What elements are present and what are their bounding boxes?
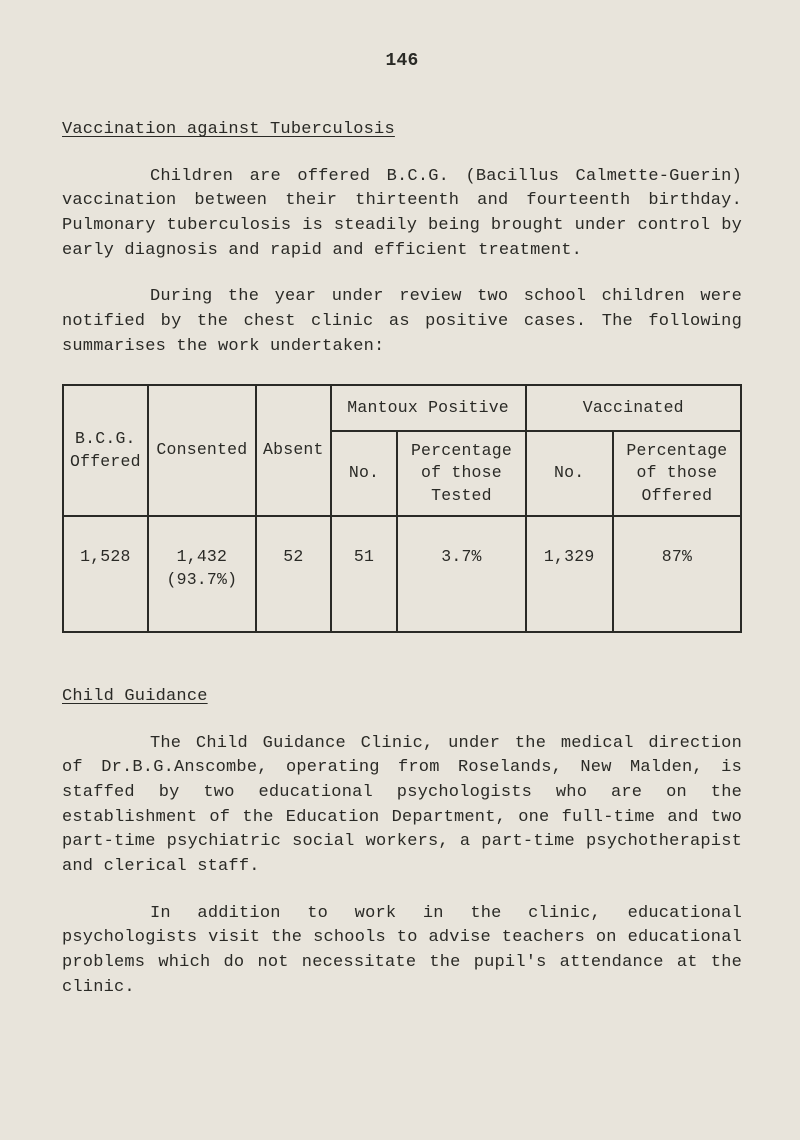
col-consented: Consented (148, 385, 256, 516)
col-vacc-no: No. (526, 431, 613, 516)
col-group-vaccinated: Vaccinated (526, 385, 741, 431)
col-group-mantoux: Mantoux Positive (331, 385, 526, 431)
cell-vacc-no: 1,329 (526, 516, 613, 632)
summary-table: B.C.G. Offered Consented Absent Mantoux … (62, 384, 742, 633)
cell-consented-pct: (93.7%) (167, 570, 238, 589)
child-guidance-para-1: The Child Guidance Clinic, under the med… (62, 732, 742, 880)
cell-consented: 1,432 (93.7%) (148, 516, 256, 632)
cell-mantoux-no: 51 (331, 516, 398, 632)
col-vacc-pct: Percentage of those Offered (613, 431, 741, 516)
cell-vacc-pct: 87% (613, 516, 741, 632)
page-number: 146 (62, 48, 742, 74)
section-title-child-guidance: Child Guidance (62, 685, 742, 710)
col-mantoux-pct: Percentage of those Tested (397, 431, 525, 516)
cell-mantoux-pct: 3.7% (397, 516, 525, 632)
vaccination-para-2: During the year under review two school … (62, 285, 742, 359)
cell-bcg-offered: 1,528 (63, 516, 148, 632)
vaccination-para-1: Children are offered B.C.G. (Bacillus Ca… (62, 165, 742, 264)
section-title-vaccination: Vaccination against Tuberculosis (62, 118, 742, 143)
col-absent: Absent (256, 385, 331, 516)
cell-consented-val: 1,432 (177, 547, 228, 566)
col-mantoux-no: No. (331, 431, 398, 516)
col-bcg-offered: B.C.G. Offered (63, 385, 148, 516)
cell-absent: 52 (256, 516, 331, 632)
child-guidance-para-2: In addition to work in the clinic, educa… (62, 902, 742, 1001)
